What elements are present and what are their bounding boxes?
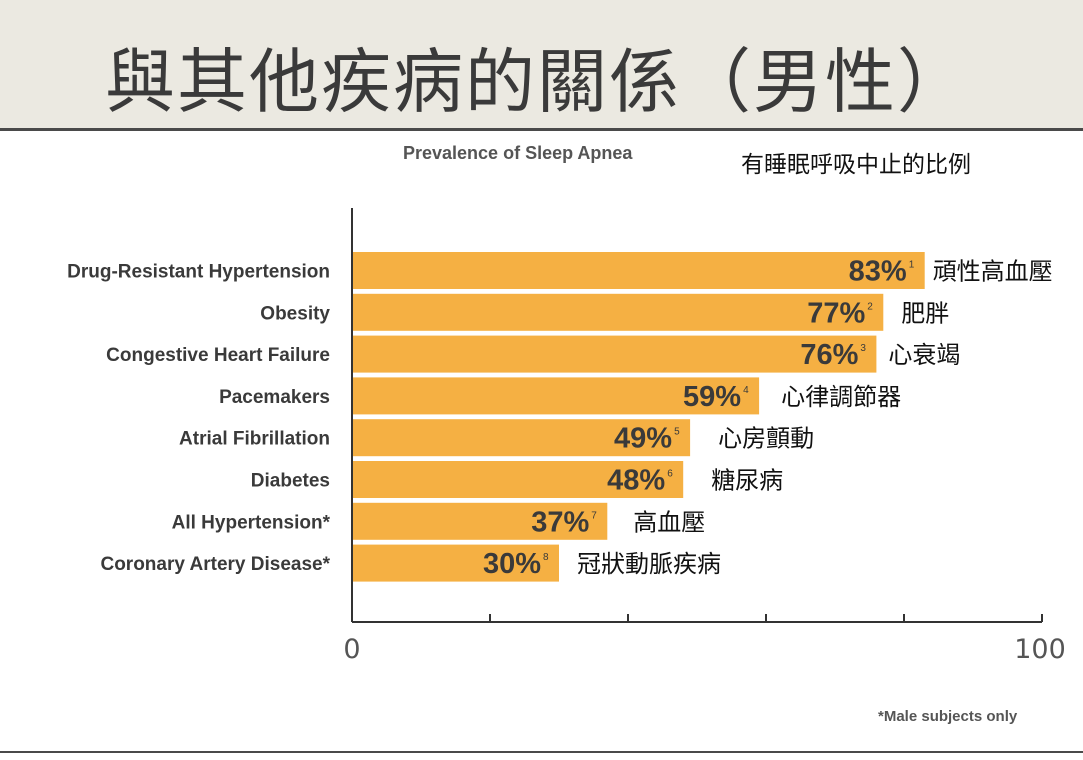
- footer-divider: [0, 751, 1083, 753]
- category-label-zh-0: 頑性高血壓: [933, 258, 1053, 286]
- bar-7: [353, 544, 559, 582]
- bar-1: [353, 293, 884, 331]
- x-tick-label-max: 100: [1014, 634, 1066, 665]
- x-tick-label-min: 0: [343, 634, 360, 665]
- category-label-0: Drug-Resistant Hypertension: [67, 262, 330, 283]
- bar-3: [353, 377, 760, 415]
- footnote-ref-0: 1: [909, 260, 915, 271]
- category-label-zh-5: 糖尿病: [711, 467, 783, 495]
- category-label-2: Congestive Heart Failure: [106, 345, 330, 366]
- value-label-4: 49%: [614, 423, 672, 455]
- category-label-5: Diabetes: [251, 471, 330, 492]
- category-label-6: All Hypertension*: [172, 512, 331, 533]
- category-label-7: Coronary Artery Disease*: [100, 554, 330, 575]
- footnote: *Male subjects only: [878, 708, 1018, 725]
- footnote-ref-4: 5: [674, 427, 680, 438]
- footnote-ref-7: 8: [543, 552, 549, 563]
- bar-0: [353, 252, 925, 289]
- footnote-ref-3: 4: [743, 385, 749, 396]
- bar-5: [353, 461, 684, 498]
- value-label-5: 48%: [607, 465, 665, 497]
- chart-title: Prevalence of Sleep Apnea: [403, 143, 633, 163]
- category-label-zh-7: 冠狀動脈疾病: [577, 550, 721, 578]
- value-label-6: 37%: [531, 506, 589, 538]
- value-label-1: 77%: [807, 297, 865, 329]
- footnote-ref-2: 3: [860, 343, 866, 354]
- category-label-4: Atrial Fibrillation: [179, 429, 330, 450]
- value-label-0: 83%: [849, 256, 907, 288]
- category-label-zh-3: 心律調節器: [781, 383, 901, 411]
- category-label-3: Pacemakers: [219, 387, 330, 408]
- bar-2: [353, 335, 877, 373]
- bar-6: [353, 502, 608, 540]
- category-label-zh-1: 肥胖: [901, 299, 949, 327]
- value-label-7: 30%: [483, 548, 541, 580]
- category-label-zh-6: 高血壓: [633, 508, 705, 536]
- footnote-ref-1: 2: [867, 301, 873, 312]
- value-label-2: 76%: [800, 339, 858, 371]
- value-label-3: 59%: [683, 381, 741, 413]
- header-divider: [0, 128, 1083, 131]
- slide-title: 與其他疾病的關係（男性）: [105, 41, 969, 123]
- header-band: [0, 0, 1083, 128]
- bar-4: [353, 419, 691, 457]
- category-label-zh-4: 心房顫動: [718, 425, 814, 453]
- category-label-1: Obesity: [260, 303, 330, 324]
- footnote-ref-5: 6: [667, 469, 673, 480]
- category-label-zh-2: 心衰竭: [888, 341, 960, 369]
- footnote-ref-6: 7: [591, 510, 597, 521]
- chart-subtitle: 有睡眠呼吸中止的比例: [741, 152, 971, 178]
